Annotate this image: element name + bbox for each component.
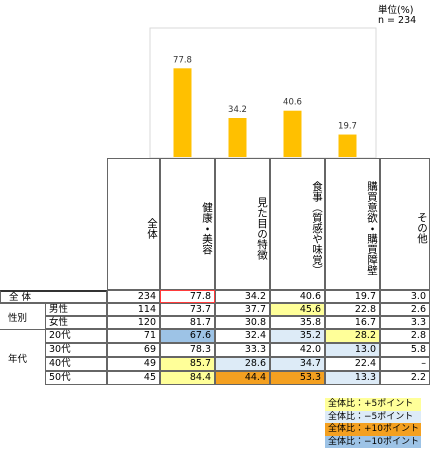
table-cell: 67.6 xyxy=(160,329,215,343)
table-cell: 37.7 xyxy=(215,303,270,316)
table-cell: 5.8 xyxy=(380,343,430,357)
table-cell: 77.8 xyxy=(160,290,215,303)
row-label: 30代 xyxy=(45,343,107,357)
bar xyxy=(338,134,357,157)
table-cell: 2.6 xyxy=(380,303,430,316)
column-header: 食事（質感や味覚） xyxy=(270,158,325,290)
row-label: 40代 xyxy=(45,357,107,371)
table-cell: 33.3 xyxy=(215,343,270,357)
table-cell: 28.6 xyxy=(215,357,270,371)
column-header: 購買意欲・購買障壁 xyxy=(325,158,380,290)
table-cell: 42.0 xyxy=(270,343,325,357)
bar xyxy=(228,118,247,157)
legend-item: 全体比：−5ポイント xyxy=(325,410,421,423)
table-cell: 81.7 xyxy=(160,316,215,329)
row-label: 全 体 xyxy=(0,290,107,303)
legend-item: 全体比：+5ポイント xyxy=(325,398,421,411)
table-cell: 69 xyxy=(107,343,160,357)
bar-value-label: 77.8 xyxy=(173,55,192,65)
table-cell: 45.6 xyxy=(270,303,325,316)
table-cell: 2.2 xyxy=(380,371,430,385)
row-label: 20代 xyxy=(45,329,107,343)
legend-item: 全体比：−10ポイント xyxy=(325,435,421,448)
table-cell: 34.2 xyxy=(215,290,270,303)
table-cell: 35.8 xyxy=(270,316,325,329)
unit: 単位(%) xyxy=(378,5,414,16)
table-cell: 73.7 xyxy=(160,303,215,316)
table-cell: 49 xyxy=(107,357,160,371)
table-cell: 3.0 xyxy=(380,290,430,303)
bar xyxy=(283,110,302,157)
table-cell: 114 xyxy=(107,303,160,316)
column-header: 健康・美容 xyxy=(160,158,215,290)
table-cell: 22.4 xyxy=(325,357,380,371)
row-label: 50代 xyxy=(45,371,107,385)
column-header: 見た目の特徴 xyxy=(215,158,270,290)
table-cell: 71 xyxy=(107,329,160,343)
bar-value-label: 34.2 xyxy=(228,105,247,115)
table-cell: 78.3 xyxy=(160,343,215,357)
table-cell: 32.4 xyxy=(215,329,270,343)
table-cell: 85.7 xyxy=(160,357,215,371)
table-cell: 35.2 xyxy=(270,329,325,343)
group-label: 年代 xyxy=(0,329,45,385)
table-cell: 234 xyxy=(107,290,160,303)
table-cell: 22.8 xyxy=(325,303,380,316)
table-cell: 84.4 xyxy=(160,371,215,385)
table-cell: 44.4 xyxy=(215,371,270,385)
legend-item: 全体比：+10ポイント xyxy=(325,423,421,436)
column-header: その他 xyxy=(380,158,430,290)
bar-value-label: 40.6 xyxy=(283,98,302,108)
table-cell: 13.0 xyxy=(325,343,380,357)
table-cell: 30.8 xyxy=(215,316,270,329)
table-cell: 3.3 xyxy=(380,316,430,329)
sample-size: n = 234 xyxy=(378,15,417,26)
row-label: 女性 xyxy=(45,316,107,329)
row-label: 男性 xyxy=(45,303,107,316)
bar xyxy=(173,68,192,157)
table-cell: 28.2 xyxy=(325,329,380,343)
table-cell: 2.8 xyxy=(380,329,430,343)
table-cell: – xyxy=(380,357,430,371)
table-cell: 13.3 xyxy=(325,371,380,385)
table-cell: 40.6 xyxy=(270,290,325,303)
column-header: 全体 xyxy=(107,158,160,290)
table-cell: 120 xyxy=(107,316,160,329)
group-label: 性別 xyxy=(0,303,45,329)
table-cell: 16.7 xyxy=(325,316,380,329)
table-cell: 34.7 xyxy=(270,357,325,371)
table-cell: 45 xyxy=(107,371,160,385)
chart: 77.8 34.2 40.6 19.7 xyxy=(149,27,377,159)
table-cell: 53.3 xyxy=(270,371,325,385)
table-cell: 19.7 xyxy=(325,290,380,303)
bar-value-label: 19.7 xyxy=(338,122,357,132)
